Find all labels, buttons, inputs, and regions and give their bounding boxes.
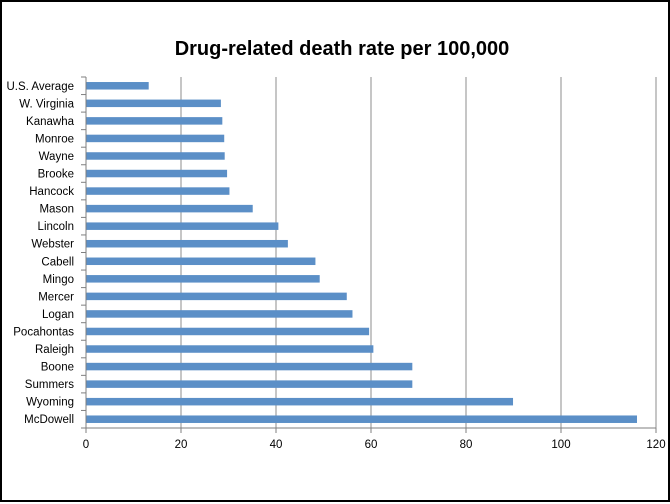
x-tick-label: 120 — [646, 439, 665, 451]
bar-raleigh — [86, 345, 374, 353]
bar-w-virginia — [86, 99, 221, 108]
category-label: Mercer — [38, 291, 74, 303]
category-label: Mason — [39, 204, 74, 216]
x-tick-label: 100 — [551, 439, 570, 451]
bar-hancock — [86, 187, 230, 195]
category-label: McDowell — [24, 414, 74, 426]
bar-lincoln — [86, 222, 279, 230]
bars — [86, 82, 637, 423]
bar-cabell — [86, 257, 316, 266]
category-label: Wyoming — [26, 397, 74, 409]
category-label: W. Virginia — [19, 98, 74, 110]
category-label: Raleigh — [35, 344, 74, 356]
bar-brooke — [86, 169, 228, 178]
bar-mercer — [86, 292, 347, 301]
bar-summers — [86, 380, 413, 388]
category-label: U.S. Average — [6, 81, 74, 93]
x-tick-label: 40 — [270, 439, 283, 451]
category-label: Summers — [25, 379, 74, 391]
gridlines — [180, 77, 657, 428]
axes — [81, 76, 657, 433]
category-label: Boone — [41, 362, 74, 374]
bar-wyoming — [86, 397, 514, 406]
bar-mingo — [86, 275, 320, 283]
bar-webster — [86, 239, 288, 248]
bar-kanawha — [86, 117, 223, 125]
category-labels: U.S. Average W. Virginia Kanawha Monroe Wayn… — [6, 81, 74, 426]
x-tick-labels: 0 20 40 60 80 100 120 — [83, 439, 666, 451]
bar-mason — [86, 204, 253, 213]
category-label: Lincoln — [38, 221, 74, 233]
category-label: Kanawha — [26, 116, 75, 128]
chart-title: Drug-related death rate per 100,000 — [175, 38, 510, 60]
bar-mcdowell — [86, 415, 637, 423]
x-tick-label: 0 — [83, 439, 89, 451]
category-label: Webster — [31, 239, 74, 251]
x-tick-label: 80 — [460, 439, 473, 451]
category-label: Monroe — [35, 133, 74, 145]
bar-u-s-average — [86, 82, 149, 90]
bar-monroe — [86, 134, 225, 143]
x-tick-label: 60 — [365, 439, 378, 451]
category-label: Cabell — [41, 256, 74, 268]
bar-wayne — [86, 152, 225, 160]
bar-pocahontas — [86, 327, 370, 336]
category-label: Mingo — [43, 274, 74, 286]
bar-boone — [86, 362, 413, 371]
category-label: Logan — [42, 309, 74, 321]
category-label: Wayne — [39, 151, 74, 163]
bar-logan — [86, 310, 353, 318]
x-tick-label: 20 — [175, 439, 188, 451]
category-label: Brooke — [38, 169, 74, 181]
category-label: Pocahontas — [13, 326, 74, 338]
category-label: Hancock — [29, 186, 74, 198]
